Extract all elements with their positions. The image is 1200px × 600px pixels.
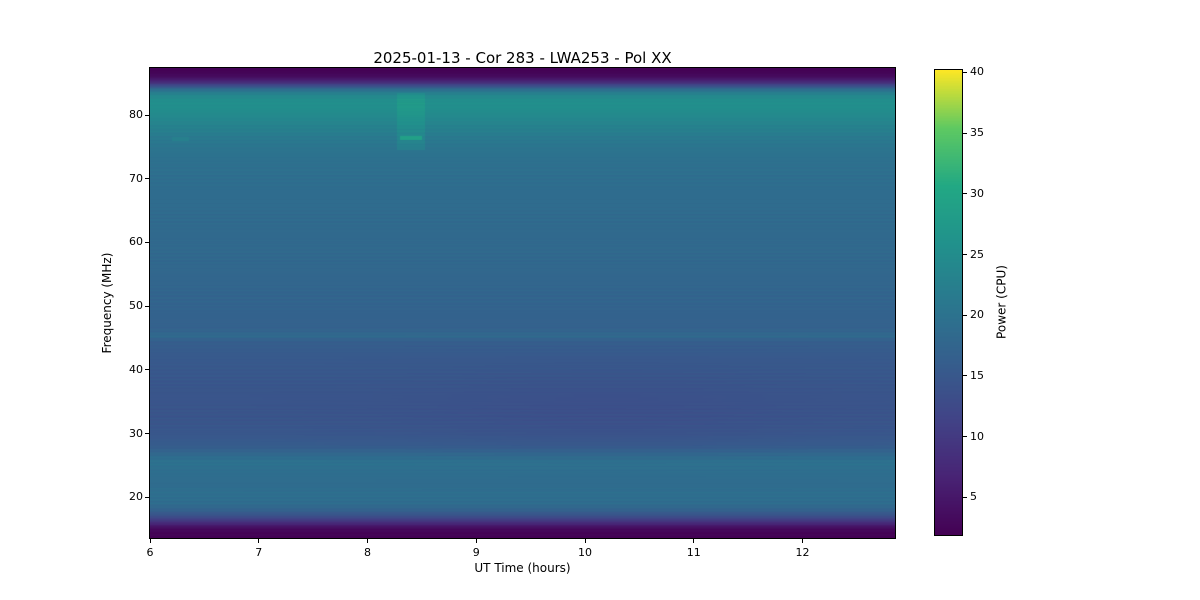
chart-title: 2025-01-13 - Cor 283 - LWA253 - Pol XX bbox=[373, 49, 672, 67]
colorbar-tick-label: 20 bbox=[970, 308, 984, 322]
x-axis-label: UT Time (hours) bbox=[474, 561, 571, 575]
colorbar-tick bbox=[963, 71, 967, 73]
colorbar-tick-label: 15 bbox=[970, 368, 984, 382]
colorbar-label: Power (CPU) bbox=[994, 265, 1009, 339]
x-tick-label: 6 bbox=[146, 546, 154, 559]
y-tick-label: 50 bbox=[129, 299, 143, 313]
colorbar-tick bbox=[963, 375, 967, 377]
x-tick bbox=[584, 539, 586, 543]
colorbar-tick-label: 30 bbox=[970, 186, 984, 200]
y-tick-label: 60 bbox=[129, 235, 143, 249]
y-tick bbox=[145, 369, 149, 371]
colorbar-tick-label: 35 bbox=[970, 126, 984, 140]
y-tick bbox=[145, 114, 149, 116]
x-tick bbox=[693, 539, 695, 543]
colorbar-tick bbox=[963, 436, 967, 438]
y-tick bbox=[145, 241, 149, 243]
x-tick bbox=[475, 539, 477, 543]
colorbar-tick bbox=[963, 496, 967, 498]
y-tick-label: 30 bbox=[129, 426, 143, 440]
colorbar-tick-label: 25 bbox=[970, 247, 984, 261]
x-tick-label: 12 bbox=[795, 546, 810, 559]
x-tick-label: 10 bbox=[578, 546, 593, 559]
x-tick bbox=[258, 539, 260, 543]
heatmap-canvas bbox=[150, 68, 895, 538]
x-tick bbox=[367, 539, 369, 543]
y-tick-label: 70 bbox=[129, 171, 143, 185]
x-tick-label: 11 bbox=[686, 546, 701, 559]
colorbar-tick bbox=[963, 193, 967, 195]
y-tick-label: 80 bbox=[129, 108, 143, 122]
colorbar-tick bbox=[963, 314, 967, 316]
x-tick-label: 7 bbox=[255, 546, 263, 559]
y-tick bbox=[145, 178, 149, 180]
colorbar-canvas bbox=[935, 70, 962, 535]
x-tick-label: 9 bbox=[472, 546, 480, 559]
y-tick-label: 40 bbox=[129, 362, 143, 376]
y-tick bbox=[145, 496, 149, 498]
colorbar-tick-label: 10 bbox=[970, 429, 984, 443]
y-tick bbox=[145, 305, 149, 307]
colorbar-tick-label: 40 bbox=[970, 65, 984, 79]
colorbar-tick bbox=[963, 254, 967, 256]
y-tick-label: 20 bbox=[129, 490, 143, 504]
x-tick-label: 8 bbox=[364, 546, 372, 559]
x-tick bbox=[802, 539, 804, 543]
x-tick bbox=[149, 539, 151, 543]
colorbar-tick bbox=[963, 132, 967, 134]
colorbar-tick-label: 5 bbox=[970, 490, 977, 504]
y-tick bbox=[145, 433, 149, 435]
